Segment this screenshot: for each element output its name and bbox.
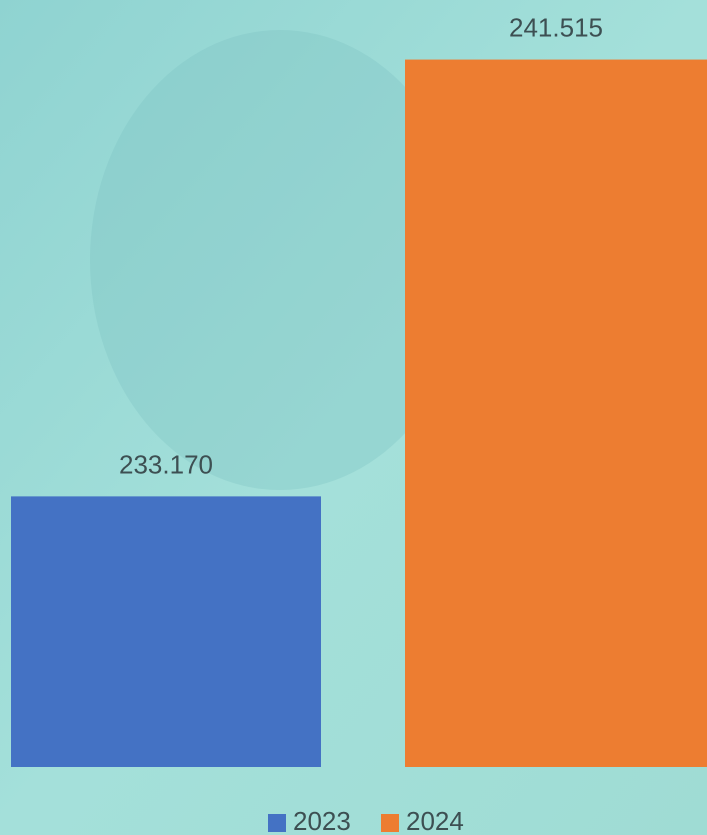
bar <box>11 496 321 767</box>
legend-swatch <box>381 814 399 832</box>
data-label: 233.170 <box>119 449 213 479</box>
bar <box>405 59 707 768</box>
legend-label: 2023 <box>293 806 351 835</box>
data-label: 241.515 <box>509 12 603 42</box>
background-figure <box>90 30 470 490</box>
legend-label: 2024 <box>406 806 464 835</box>
legend-swatch <box>268 814 286 832</box>
